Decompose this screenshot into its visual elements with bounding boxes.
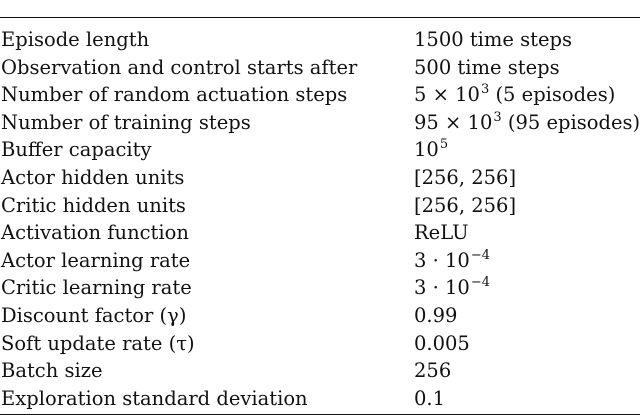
parameter-value: 500 time steps [414, 55, 560, 79]
table-row: Observation and control starts after 500… [0, 54, 640, 82]
parameter-name: Number of training steps [1, 110, 251, 134]
parameter-name: Activation function [1, 221, 189, 245]
table-row: Episode length 1500 time steps [0, 26, 640, 54]
parameter-value: 5 × 103 (5 episodes) [414, 82, 616, 107]
parameter-name: Soft update rate (τ) [1, 331, 195, 355]
parameter-value: 95 × 103 (95 episodes) [414, 109, 640, 134]
parameter-name: Buffer capacity [1, 138, 152, 162]
parameter-name: Episode length [1, 28, 150, 51]
parameter-value: 3 · 10−4 [414, 247, 490, 272]
parameter-name: Actor learning rate [1, 248, 191, 272]
table-row: Actor learning rate 3 · 10−4 [0, 247, 640, 275]
table-row: Number of random actuation steps 5 × 103… [0, 81, 640, 109]
table-row: Buffer capacity 105 [0, 136, 640, 164]
parameter-value: 256 [414, 359, 452, 383]
parameter-value: 105 [414, 137, 449, 162]
parameter-value: [256, 256] [414, 165, 517, 189]
table-top-rule [0, 17, 640, 18]
table-row: Activation function ReLU [0, 219, 640, 247]
table-row: Critic learning rate 3 · 10−4 [0, 274, 640, 302]
hyperparameter-table: Episode length 1500 time steps Observati… [0, 26, 640, 412]
parameter-name: Number of random actuation steps [1, 83, 348, 107]
parameter-value: 3 · 10−4 [414, 275, 490, 300]
parameter-name: Critic hidden units [1, 193, 186, 217]
table-row: Soft update rate (τ) 0.005 [0, 330, 640, 358]
parameter-value: ReLU [414, 221, 469, 245]
parameter-name: Exploration standard deviation [1, 386, 308, 410]
parameter-name: Actor hidden units [1, 165, 185, 189]
parameter-name: Critic learning rate [1, 276, 192, 300]
table-row: Actor hidden units [256, 256] [0, 164, 640, 192]
parameter-value: 0.99 [414, 303, 458, 327]
parameter-value: [256, 256] [414, 193, 517, 217]
table-row: Discount factor (γ) 0.99 [0, 302, 640, 330]
table-row: Critic hidden units [256, 256] [0, 192, 640, 220]
table-row: Exploration standard deviation 0.1 [0, 385, 640, 413]
parameter-name: Discount factor (γ) [1, 303, 187, 327]
parameter-value: 0.1 [414, 386, 446, 410]
parameter-name: Batch size [1, 359, 103, 383]
parameter-value: 1500 time steps [414, 28, 572, 51]
table-row: Batch size 256 [0, 357, 640, 385]
parameter-value: 0.005 [414, 331, 470, 355]
parameter-name: Observation and control starts after [1, 55, 358, 79]
table-row: Number of training steps 95 × 103 (95 ep… [0, 109, 640, 137]
